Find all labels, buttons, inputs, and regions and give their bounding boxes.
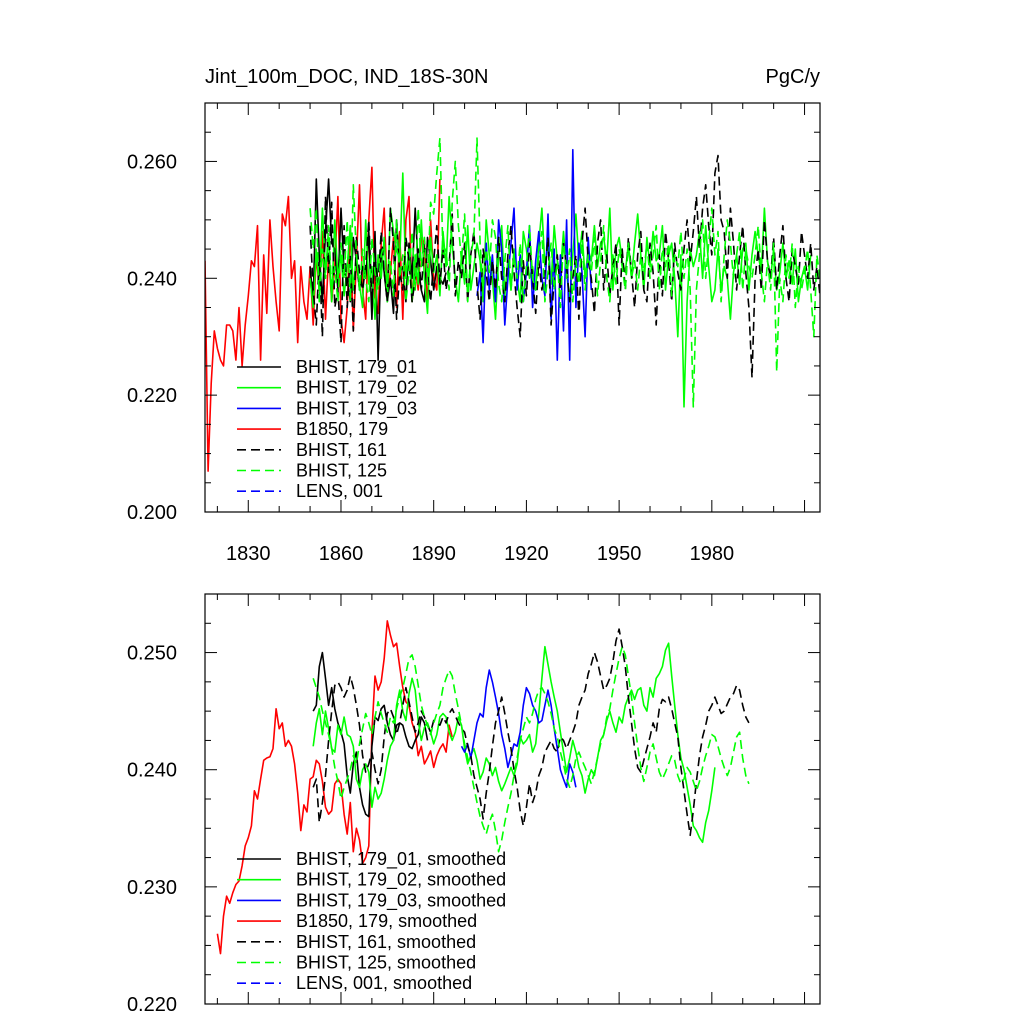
top-legend-label: BHIST, 179_03 xyxy=(296,398,417,419)
bottom-legend-label: BHIST, 161, smoothed xyxy=(296,932,476,952)
bottom-series-bhist-161-smoothed xyxy=(312,628,750,837)
top-y-tick-label: 0.220 xyxy=(127,385,177,407)
top-legend-label: BHIST, 179_02 xyxy=(296,378,417,399)
top-series-b1850-179 xyxy=(205,166,441,472)
top-legend-label: BHIST, 179_01 xyxy=(296,357,417,378)
bottom-y-tick-label: 0.250 xyxy=(127,643,177,665)
bottom-legend-label: BHIST, 179_01, smoothed xyxy=(296,849,506,870)
top-series-group xyxy=(205,137,820,472)
bottom-series-bhist-179-03-smoothed xyxy=(460,669,577,789)
bottom-series-bhist-179-02-smoothed xyxy=(312,642,716,844)
top-series-bhist-161 xyxy=(309,154,820,379)
bottom-legend-label: B1850, 179, smoothed xyxy=(296,911,477,931)
top-x-tick-label: 1890 xyxy=(411,543,456,565)
bottom-legend-label: BHIST, 125, smoothed xyxy=(296,953,476,973)
bottom-legend-label: LENS, 001, smoothed xyxy=(296,973,472,993)
bottom-series-bhist-125-smoothed xyxy=(312,645,750,853)
top-series-bhist-125 xyxy=(309,137,820,408)
top-y-tick-label: 0.260 xyxy=(127,151,177,173)
top-series-bhist-179-03 xyxy=(476,148,593,361)
bottom-panel: 0.220 0.230 0.240 0.250 BHIST, 179_01, smoot… xyxy=(127,593,821,1016)
bottom-series-group xyxy=(216,620,750,955)
top-chart-units: PgC/y xyxy=(766,66,820,88)
bottom-y-tick-label: 0.240 xyxy=(127,760,177,782)
top-legend-label: BHIST, 161 xyxy=(296,440,387,460)
bottom-legend-label: BHIST, 179_03, smoothed xyxy=(296,890,506,911)
top-x-tick-label: 1980 xyxy=(690,543,735,565)
top-legend-label: B1850, 179 xyxy=(296,419,388,439)
top-x-tick-label: 1920 xyxy=(504,543,549,565)
top-panel: Jint_100m_DOC, IND_18S-30N PgC/y 0.200 0.… xyxy=(127,66,821,565)
top-x-tick-label: 1950 xyxy=(597,543,642,565)
top-chart-title: Jint_100m_DOC, IND_18S-30N xyxy=(205,66,488,88)
top-legend-label: BHIST, 125 xyxy=(296,461,387,481)
bottom-y-tick-label: 0.220 xyxy=(127,994,177,1016)
bottom-legend-label: BHIST, 179_02, smoothed xyxy=(296,870,506,891)
bottom-y-tick-label: 0.230 xyxy=(127,877,177,899)
top-x-tick-label: 1830 xyxy=(226,543,271,565)
top-y-tick-label: 0.200 xyxy=(127,502,177,524)
top-legend-label: LENS, 001 xyxy=(296,481,383,501)
top-x-tick-label: 1860 xyxy=(319,543,364,565)
top-y-tick-label: 0.240 xyxy=(127,268,177,290)
